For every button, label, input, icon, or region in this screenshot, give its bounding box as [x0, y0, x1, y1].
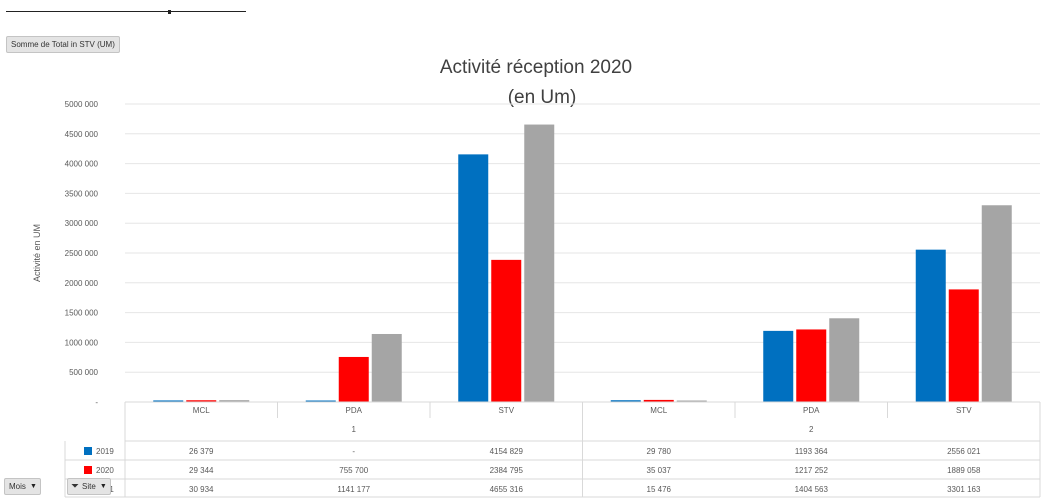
y-tick-label: 5000 000 [65, 100, 99, 109]
table-cell: 4655 316 [490, 485, 524, 494]
chevron-down-icon: ▼ [99, 483, 107, 490]
y-tick-label: 1000 000 [65, 338, 99, 347]
mois-filter-button[interactable]: Mois ▼ [4, 478, 41, 495]
bar-2019-4 [763, 330, 794, 402]
data-table: MCL PDA STV MCL PDA STV 1 2 2019 26 379 - 4154 829 2… [64, 401, 1041, 498]
bar-2021-2 [524, 124, 555, 403]
site-filter-label: Site [82, 482, 96, 491]
table-cell: 4154 829 [490, 447, 524, 456]
table-cell: 30 934 [189, 485, 214, 494]
gridlines [125, 103, 1040, 373]
chart-title-line1: Activité réception 2020 [440, 57, 632, 78]
table-cell: 1889 058 [947, 466, 981, 475]
top-rule-mark [168, 10, 171, 14]
y-tick-label: 1500 000 [65, 309, 99, 318]
mois-filter-label: Mois [9, 482, 26, 491]
category-label: PDA [803, 406, 820, 415]
bar-2019-1 [305, 400, 336, 402]
table-cell: 755 700 [339, 466, 368, 475]
table-cell: 1217 252 [795, 466, 829, 475]
table-cell: 1141 177 [337, 485, 370, 494]
legend-key-2020 [84, 466, 92, 474]
table-cell: 35 037 [647, 466, 672, 475]
y-tick-label: 2000 000 [65, 279, 99, 288]
top-rule [6, 11, 246, 12]
bar-2019-2 [458, 154, 489, 402]
group-label: 2 [809, 425, 814, 434]
category-label: MCL [650, 406, 667, 415]
group-label: 1 [352, 425, 357, 434]
filter-icon: ⏷ [71, 481, 79, 492]
table-cell: 29 344 [189, 466, 214, 475]
bar-2019-5 [915, 249, 946, 402]
bar-2021-1 [371, 333, 402, 402]
y-tick-label: 3500 000 [65, 189, 99, 198]
legend-label: 2020 [96, 466, 114, 475]
bar-2021-4 [829, 318, 860, 402]
y-tick-label: 2500 000 [65, 249, 99, 258]
value-field-label: Somme de Total in STV (UM) [11, 40, 115, 49]
y-tick-label: 4000 000 [65, 160, 99, 169]
y-axis-label: Activité en UM [32, 224, 42, 282]
table-cell: 3301 163 [947, 485, 981, 494]
bar-2021-3 [676, 400, 707, 402]
bar-2020-5 [948, 289, 979, 402]
table-cell: 1404 563 [795, 485, 829, 494]
table-cell: 29 780 [647, 447, 672, 456]
category-label: MCL [193, 406, 210, 415]
bar-2020-0 [186, 400, 217, 402]
y-tick-label: 500 000 [69, 368, 98, 377]
category-label: PDA [346, 406, 363, 415]
table-cell: 2384 795 [490, 466, 524, 475]
y-tick-label: 4500 000 [65, 130, 99, 139]
bar-2020-2 [491, 259, 522, 402]
chevron-down-icon: ▼ [29, 483, 37, 490]
bar-2020-3 [643, 399, 674, 402]
table-cell: 1193 364 [795, 447, 828, 456]
bar-2020-1 [338, 356, 369, 402]
table-cell: 15 476 [647, 485, 672, 494]
table-cell: 26 379 [189, 447, 214, 456]
bar-2021-5 [981, 205, 1012, 402]
chart-title-line2: (en Um) [508, 87, 577, 108]
value-field-button[interactable]: Somme de Total in STV (UM) [6, 36, 120, 53]
bar-2019-0 [153, 400, 184, 402]
bar-2020-4 [796, 329, 827, 402]
y-tick-label: - [95, 398, 98, 407]
table-cell: 2556 021 [947, 447, 981, 456]
site-filter-button[interactable]: ⏷ Site ▼ [67, 478, 111, 495]
y-tick-labels: 5000 000 4500 000 4000 000 3500 000 3000 000… [65, 100, 99, 407]
bar-2019-3 [610, 400, 641, 402]
table-cell: - [352, 447, 355, 456]
y-tick-label: 3000 000 [65, 219, 99, 228]
category-label: STV [956, 406, 972, 415]
legend-label: 2019 [96, 447, 114, 456]
bar-2021-0 [219, 400, 250, 402]
category-label: STV [498, 406, 514, 415]
legend-key-2019 [84, 447, 92, 455]
bar-series [153, 124, 1012, 403]
